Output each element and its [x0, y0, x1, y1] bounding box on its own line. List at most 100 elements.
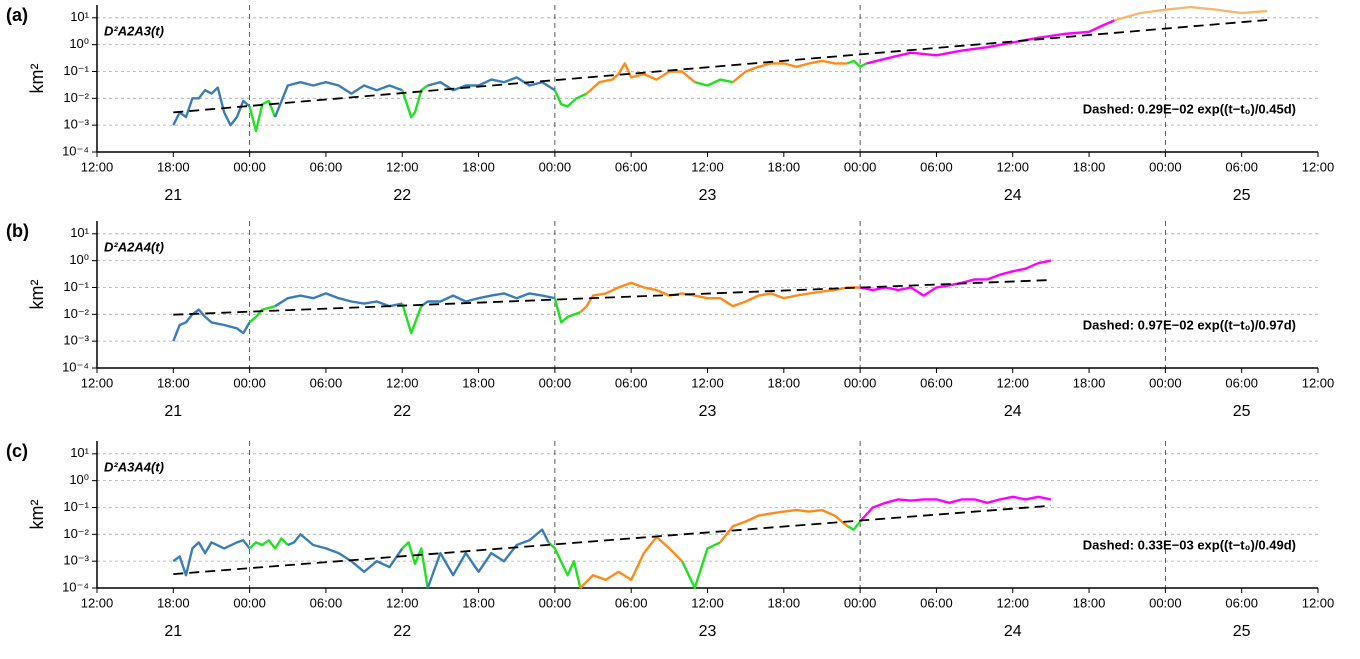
data-line: [579, 535, 683, 589]
data-line: [401, 84, 429, 119]
x-tick-label: 12:00: [996, 159, 1029, 174]
fit-line: [173, 279, 1051, 316]
y-tick-label: 10⁻²: [63, 306, 89, 321]
panel: 10⁻⁴ 10⁻³ 10⁻² 10⁻¹ 10⁰ 10¹ 12:00 18:00 00:00 06:…: [6, 5, 1334, 204]
y-tick-label: 10⁻⁴: [62, 143, 89, 158]
data-line: [420, 292, 556, 308]
data-line: [426, 528, 550, 589]
x-tick-label: 12:00: [996, 375, 1029, 390]
day-label: 25: [1233, 623, 1251, 640]
y-tick-label: 10⁻²: [63, 90, 89, 105]
data-line: [719, 508, 849, 544]
x-tick-label: 12:00: [81, 159, 114, 174]
x-tick-label: 00:00: [233, 159, 266, 174]
data-line: [427, 76, 556, 92]
x-tick-label: 06:00: [615, 375, 648, 390]
day-label: 21: [164, 623, 182, 640]
x-tick-label: 06:00: [615, 159, 648, 174]
day-label: 22: [393, 403, 411, 420]
series-title: D²A2A4(t): [104, 239, 164, 254]
x-tick-label: 00:00: [1149, 375, 1182, 390]
x-tick-label: 18:00: [768, 375, 801, 390]
x-tick-label: 06:00: [310, 595, 343, 610]
day-label: 23: [699, 187, 717, 204]
data-line: [287, 533, 404, 573]
y-tick-label: 10⁻³: [63, 117, 89, 132]
y-tick-label: 10⁰: [69, 36, 89, 51]
y-tick-label: 10¹: [70, 445, 89, 460]
panel: 10⁻⁴ 10⁻³ 10⁻² 10⁻¹ 10⁰ 10¹ 12:00 18:00 00:00 06:…: [6, 441, 1334, 640]
x-tick-label: 06:00: [920, 375, 953, 390]
x-tick-label: 12:00: [1302, 375, 1335, 390]
y-tick-label: 10⁻¹: [63, 63, 89, 78]
x-tick-label: 18:00: [157, 159, 190, 174]
fit-annotation: Dashed: 0.29E−02 exp((t−t₀)/0.45d): [1083, 101, 1296, 116]
x-tick-label: 00:00: [233, 595, 266, 610]
x-tick-label: 12:00: [386, 595, 419, 610]
x-tick-label: 12:00: [1302, 595, 1335, 610]
x-tick-label: 00:00: [844, 595, 877, 610]
y-tick-label: 10⁻¹: [63, 499, 89, 514]
data-line: [172, 539, 251, 577]
x-tick-label: 18:00: [768, 159, 801, 174]
data-line: [681, 541, 721, 590]
fit-line: [173, 504, 1051, 575]
day-label: 23: [699, 403, 717, 420]
fit-line: [173, 19, 1268, 114]
data-line: [172, 308, 251, 342]
panel-label: (c): [6, 441, 28, 461]
x-tick-label: 00:00: [1149, 159, 1182, 174]
data-line: [274, 292, 403, 308]
x-tick-label: 18:00: [768, 595, 801, 610]
day-label: 21: [164, 403, 182, 420]
data-line: [732, 59, 848, 84]
y-tick-label: 10⁻⁴: [62, 359, 89, 374]
day-label: 22: [393, 623, 411, 640]
fit-annotation: Dashed: 0.97E−02 exp((t−t₀)/0.97d): [1083, 317, 1296, 332]
x-tick-label: 18:00: [1073, 159, 1106, 174]
data-line: [859, 259, 1052, 297]
day-label: 21: [164, 187, 182, 204]
fit-annotation: Dashed: 0.33E−03 exp((t−t₀)/0.49d): [1083, 537, 1296, 552]
y-tick-label: 10⁻⁴: [62, 579, 89, 594]
data-line: [248, 305, 276, 324]
data-line: [846, 59, 868, 68]
x-tick-label: 00:00: [1149, 595, 1182, 610]
panel-label: (b): [6, 221, 29, 241]
x-tick-label: 12:00: [386, 375, 419, 390]
data-line: [579, 281, 861, 314]
day-label: 25: [1233, 187, 1251, 204]
y-axis-title: km²: [27, 64, 47, 94]
y-axis-title: km²: [27, 500, 47, 530]
y-tick-label: 10⁻³: [63, 333, 89, 348]
x-tick-label: 06:00: [615, 595, 648, 610]
x-tick-label: 12:00: [386, 159, 419, 174]
data-line: [1114, 5, 1268, 22]
x-tick-label: 00:00: [844, 159, 877, 174]
y-tick-label: 10⁻¹: [63, 279, 89, 294]
y-axis-title: km²: [27, 280, 47, 310]
day-label: 25: [1233, 403, 1251, 420]
x-tick-label: 12:00: [81, 375, 114, 390]
y-tick-label: 10⁻³: [63, 553, 89, 568]
data-line: [172, 86, 251, 127]
day-label: 23: [699, 623, 717, 640]
day-label: 24: [1004, 187, 1022, 204]
x-tick-label: 12:00: [81, 595, 114, 610]
data-line: [401, 541, 429, 589]
data-line: [585, 62, 696, 95]
series-title: D²A3A4(t): [104, 459, 164, 474]
day-label: 24: [1004, 403, 1022, 420]
x-tick-label: 06:00: [310, 375, 343, 390]
x-tick-label: 06:00: [1225, 159, 1258, 174]
x-tick-label: 12:00: [691, 595, 724, 610]
y-tick-label: 10¹: [70, 225, 89, 240]
x-tick-label: 18:00: [157, 375, 190, 390]
x-tick-label: 18:00: [462, 375, 495, 390]
x-tick-label: 06:00: [1225, 595, 1258, 610]
x-tick-label: 12:00: [691, 159, 724, 174]
x-tick-label: 06:00: [310, 159, 343, 174]
data-line: [553, 89, 588, 108]
x-tick-label: 12:00: [996, 595, 1029, 610]
